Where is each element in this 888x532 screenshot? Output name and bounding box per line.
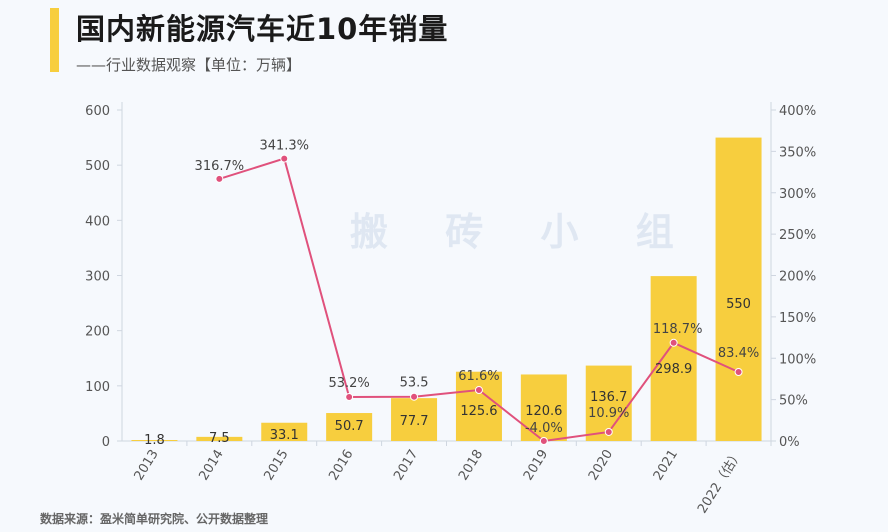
x-tick-label: 2018 <box>456 447 486 483</box>
growth-point <box>215 174 224 183</box>
bar <box>650 276 697 441</box>
growth-value-label: 61.6% <box>458 369 499 384</box>
y-right-tick-label: 100% <box>779 352 816 367</box>
bar <box>196 436 243 441</box>
x-tick-label: 2013 <box>132 447 162 483</box>
x-tick-label: 2020 <box>586 447 616 483</box>
growth-point <box>604 427 613 436</box>
y-left-tick-label: 400 <box>85 214 110 229</box>
bar <box>261 422 308 441</box>
y-right-tick-label: 250% <box>779 228 816 243</box>
bar-value-label: 136.7 <box>590 390 627 405</box>
y-left-tick-label: 500 <box>85 159 110 174</box>
x-tick-label: 2021 <box>651 447 681 483</box>
growth-value-label: 53.2% <box>328 376 369 391</box>
bar-value-label: 298.9 <box>655 362 692 377</box>
bar <box>455 371 502 441</box>
y-right-tick-label: 200% <box>779 270 816 285</box>
growth-point <box>474 386 483 395</box>
bar-value-label: 50.7 <box>335 419 364 434</box>
bar-value-label: 7.5 <box>209 431 230 446</box>
bar-value-label: 120.6 <box>525 404 562 419</box>
y-right-tick-label: 400% <box>779 104 816 119</box>
growth-value-label: 53.5 <box>400 376 429 391</box>
chart-subtitle: ——行业数据观察【单位：万辆】 <box>76 56 302 74</box>
y-left-tick-label: 300 <box>85 270 110 285</box>
source-note: 数据来源：盈米简单研究院、公开数据整理 <box>40 512 269 526</box>
growth-point <box>669 338 678 347</box>
watermark: 搬 砖 小 组 <box>350 210 696 254</box>
bar <box>131 440 178 441</box>
x-tick-label: 2022（估） <box>695 447 746 516</box>
y-left-tick-label: 0 <box>102 435 110 450</box>
bar <box>715 137 762 442</box>
growth-point <box>734 367 743 376</box>
bar-value-label: 1.8 <box>144 433 165 448</box>
bar-value-label: 125.6 <box>460 404 497 419</box>
growth-value-label: 118.7% <box>653 322 703 337</box>
x-tick-label: 2017 <box>391 447 421 483</box>
growth-point <box>280 154 289 163</box>
y-right-tick-label: 50% <box>779 394 808 409</box>
y-right-tick-label: 350% <box>779 145 816 160</box>
x-tick-label: 2016 <box>326 447 356 483</box>
growth-value-label: 10.9% <box>588 406 629 421</box>
y-left-tick-label: 200 <box>85 325 110 340</box>
growth-point <box>539 437 548 445</box>
growth-value-label: 341.3% <box>259 139 309 154</box>
bar-value-label: 33.1 <box>270 428 299 443</box>
y-right-tick-label: 300% <box>779 187 816 202</box>
x-tick-label: 2014 <box>196 447 226 483</box>
bar-value-label: 550 <box>726 297 751 312</box>
bar <box>391 398 438 441</box>
y-right-tick-label: 0% <box>779 435 800 450</box>
growth-value-label: 83.4% <box>718 346 759 361</box>
y-right-tick-label: 150% <box>779 311 816 326</box>
growth-value-label: 316.7% <box>195 159 245 174</box>
x-tick-label: 2019 <box>521 447 551 483</box>
bar-value-label: 77.7 <box>400 414 429 429</box>
title-accent-bar <box>50 8 59 72</box>
x-tick-label: 2015 <box>261 447 291 483</box>
y-left-tick-label: 100 <box>85 380 110 395</box>
growth-value-label: -4.0% <box>525 421 563 436</box>
y-left-tick-label: 600 <box>85 104 110 119</box>
chart-title: 国内新能源汽车近10年销量 <box>76 12 449 46</box>
bar <box>326 413 373 441</box>
growth-point <box>410 392 419 401</box>
growth-point <box>345 392 354 401</box>
